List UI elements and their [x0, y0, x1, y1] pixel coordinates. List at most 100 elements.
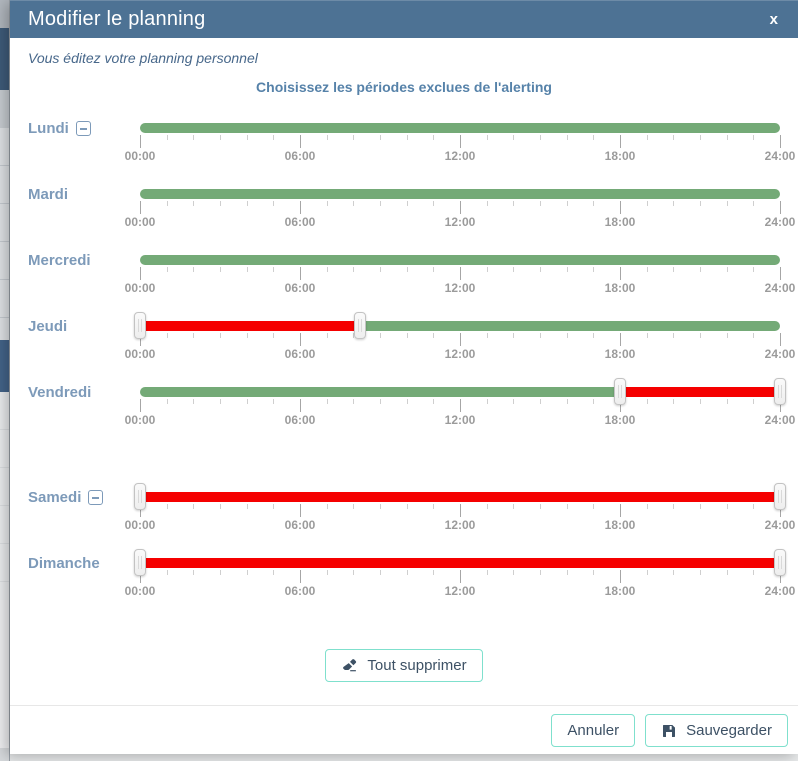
tick-mark — [220, 135, 221, 140]
tick-mark — [513, 399, 515, 404]
tick-mark — [140, 399, 141, 412]
slider-handle[interactable] — [134, 312, 146, 339]
tick-mark — [726, 267, 728, 272]
collapse-day-toggle[interactable] — [75, 121, 91, 136]
handle-grip — [778, 490, 782, 503]
excluded-period-segment — [140, 492, 780, 502]
tick-mark — [726, 504, 728, 509]
tick-mark — [166, 267, 168, 272]
save-button[interactable]: Sauvegarder — [645, 714, 788, 747]
tick-mark — [566, 267, 568, 272]
modal-footer: Annuler Sauvegarder — [10, 705, 798, 754]
tick-mark — [166, 570, 168, 575]
tick-mark — [540, 135, 541, 140]
tick-mark — [433, 267, 435, 272]
tick-mark — [673, 267, 675, 272]
slider-handle[interactable] — [614, 378, 626, 405]
tick-mark — [566, 135, 568, 140]
tick-mark — [620, 201, 621, 214]
tick-mark — [300, 570, 301, 583]
day-name: Lundi — [28, 120, 69, 137]
tick-label: 06:00 — [284, 215, 316, 229]
tick-mark — [646, 504, 648, 509]
tick-label: 18:00 — [604, 584, 636, 598]
day-label: Mercredi — [28, 252, 91, 269]
tick-labels: 00:00 06:00 12:00 18:00 24:00 — [125, 149, 796, 165]
tick-label: 18:00 — [604, 149, 636, 163]
tick-labels: 00:00 06:00 12:00 18:00 24:00 — [125, 281, 796, 297]
slider-track[interactable] — [140, 255, 780, 265]
tick-mark — [166, 135, 168, 140]
tick-label: 24:00 — [764, 281, 796, 295]
tick-mark — [593, 201, 595, 206]
day-row-dimanche: Dimanche 00:00 06:00 12:00 18:00 24:00 — [28, 549, 795, 619]
tick-mark — [780, 267, 781, 280]
save-icon — [661, 723, 677, 739]
slider-track[interactable] — [134, 549, 786, 576]
tick-label: 18:00 — [604, 281, 636, 295]
slider-track[interactable] — [134, 483, 786, 510]
tick-mark — [326, 570, 328, 575]
tick-mark — [300, 333, 301, 346]
tick-mark — [620, 267, 621, 280]
tick-mark — [460, 201, 461, 214]
cancel-button[interactable]: Annuler — [551, 714, 636, 747]
save-label: Sauvegarder — [686, 722, 772, 739]
tick-mark — [486, 570, 488, 575]
tick-mark — [593, 504, 595, 509]
slider-track[interactable] — [140, 123, 780, 133]
tick-label: 24:00 — [764, 347, 796, 361]
tick-mark — [220, 333, 221, 338]
day-slider: 00:00 06:00 12:00 18:00 24:00 — [125, 549, 795, 600]
tick-mark — [540, 201, 541, 206]
tick-mark — [140, 570, 141, 583]
tick-mark — [140, 135, 141, 148]
slider-handle[interactable] — [134, 549, 146, 576]
tick-mark — [566, 570, 568, 575]
tick-mark — [380, 267, 381, 272]
modal-header: Modifier le planning x — [10, 0, 798, 38]
tick-label: 18:00 — [604, 215, 636, 229]
slider-handle[interactable] — [774, 549, 786, 576]
excluded-period-segment — [140, 321, 360, 331]
day-name: Mardi — [28, 186, 69, 203]
tick-mark — [300, 504, 301, 517]
day-name: Jeudi — [28, 318, 68, 335]
tick-label: 24:00 — [764, 215, 796, 229]
slider-handle[interactable] — [354, 312, 366, 339]
collapse-day-toggle[interactable] — [88, 490, 104, 505]
tick-mark — [300, 267, 301, 280]
tick-mark — [353, 570, 355, 575]
slider-handle[interactable] — [774, 483, 786, 510]
tick-mark — [433, 570, 435, 575]
slider-track[interactable] — [134, 312, 780, 339]
tick-mark — [620, 504, 621, 517]
tick-mark — [326, 135, 328, 140]
section-title: Choisissez les périodes exclues de l'ale… — [256, 79, 552, 95]
tick-mark — [380, 135, 381, 140]
clear-all-button[interactable]: Tout supprimer — [325, 649, 483, 682]
tick-mark — [326, 504, 328, 509]
day-slider: 00:00 06:00 12:00 18:00 24:00 — [125, 250, 796, 297]
tick-mark — [246, 267, 248, 272]
tick-mark — [700, 201, 701, 206]
tick-mark — [246, 135, 248, 140]
tick-mark — [486, 399, 488, 404]
tick-label: 18:00 — [604, 413, 636, 427]
slider-handle[interactable] — [134, 483, 146, 510]
slider-ticks — [140, 201, 781, 214]
slider-handle[interactable] — [774, 378, 786, 405]
tick-mark — [513, 504, 515, 509]
tick-mark — [220, 399, 221, 404]
tick-label: 00:00 — [124, 413, 156, 427]
day-label: Lundi — [28, 120, 91, 137]
tick-mark — [486, 135, 488, 140]
slider-track[interactable] — [140, 378, 786, 405]
tick-mark — [193, 201, 195, 206]
slider-track[interactable] — [140, 189, 780, 199]
modal-body: Vous éditez votre planning personnel Cho… — [10, 38, 798, 682]
tick-mark — [780, 504, 781, 517]
tick-mark — [433, 135, 435, 140]
tick-mark — [220, 267, 221, 272]
close-icon[interactable]: x — [769, 10, 778, 28]
